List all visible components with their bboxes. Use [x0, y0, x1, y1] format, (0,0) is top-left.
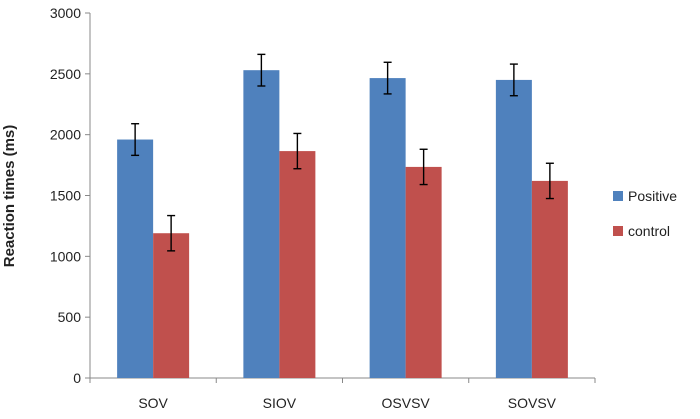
y-tick-label: 1000: [50, 248, 81, 264]
bars: [117, 53, 568, 379]
x-tick-label: SOVSV: [508, 395, 557, 411]
y-tick-label: 1500: [50, 188, 81, 204]
y-tick-label: 2000: [50, 127, 81, 143]
legend-swatch-positive: [613, 191, 623, 201]
legend-label-control: control: [628, 223, 670, 239]
legend-swatch-control: [613, 226, 623, 236]
x-tick-label: OSVSV: [382, 395, 431, 411]
legend: Positive control: [613, 188, 677, 239]
y-tick-label: 500: [58, 309, 82, 325]
x-tick-label: SOV: [138, 395, 168, 411]
bar-positive-sov: [117, 139, 154, 378]
bar-control-sovsv: [531, 180, 568, 378]
axes: 0 500 1000 1500 2000 2500 3000 SOV SIOV OSVSV SOVS…: [50, 5, 596, 411]
bar-positive-osvsv: [369, 78, 406, 378]
y-tick-label: 0: [73, 370, 81, 386]
y-axis-label: Reaction times (ms): [1, 125, 18, 268]
bar-control-osvsv: [405, 166, 442, 378]
y-tick-label: 2500: [50, 66, 81, 82]
bar-control-sov: [153, 233, 190, 378]
y-tick-label: 3000: [50, 5, 81, 21]
bar-control-siov: [279, 151, 316, 378]
bar-positive-siov: [243, 70, 280, 378]
bar-positive-sovsv: [495, 79, 532, 379]
x-tick-label: SIOV: [263, 395, 297, 411]
legend-label-positive: Positive: [628, 188, 677, 204]
